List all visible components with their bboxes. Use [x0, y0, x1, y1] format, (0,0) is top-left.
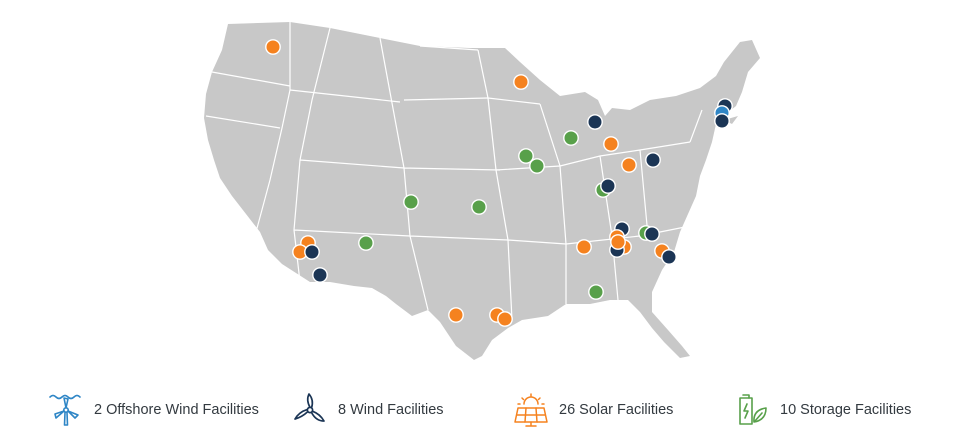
marker-wind[interactable] — [644, 226, 660, 242]
marker-wind[interactable] — [600, 178, 616, 194]
us-map-svg — [204, 22, 760, 360]
legend-item-solar: 26 Solar Facilities — [513, 392, 673, 428]
wind-turbine-icon — [294, 393, 325, 422]
us-land — [204, 22, 760, 360]
marker-solar[interactable] — [610, 234, 626, 250]
marker-storage[interactable] — [518, 148, 534, 164]
marker-solar[interactable] — [497, 311, 513, 327]
legend-item-offshore-wind: 2 Offshore Wind Facilities — [48, 392, 259, 428]
marker-storage[interactable] — [563, 130, 579, 146]
marker-solar[interactable] — [448, 307, 464, 323]
border-west-coast-states — [205, 22, 291, 233]
marker-wind[interactable] — [304, 244, 320, 260]
marker-wind[interactable] — [587, 114, 603, 130]
solar-panel-icon — [514, 393, 548, 427]
marker-solar[interactable] — [576, 239, 592, 255]
us-map — [204, 22, 760, 360]
long-island — [724, 116, 738, 124]
border-central-states — [477, 49, 567, 321]
marker-solar[interactable] — [265, 39, 281, 55]
marker-storage[interactable] — [358, 235, 374, 251]
battery-leaf-icon — [739, 394, 767, 425]
marker-wind[interactable] — [661, 249, 677, 265]
marker-solar[interactable] — [621, 157, 637, 173]
marker-storage[interactable] — [471, 199, 487, 215]
vancouver-island — [232, 24, 240, 36]
marker-wind[interactable] — [645, 152, 661, 168]
marker-storage[interactable] — [588, 284, 604, 300]
legend: 2 Offshore Wind Facilities 8 Wind Facili… — [0, 388, 960, 433]
marker-wind[interactable] — [312, 267, 328, 283]
legend-label-offshore-wind: 2 Offshore Wind Facilities — [94, 402, 259, 418]
legend-label-storage: 10 Storage Facilities — [780, 402, 912, 418]
offshore-wind-turbine-icon — [49, 394, 81, 426]
legend-item-storage: 10 Storage Facilities — [734, 392, 911, 428]
legend-item-wind: 8 Wind Facilities — [292, 392, 444, 428]
marker-solar[interactable] — [513, 74, 529, 90]
facility-markers — [265, 39, 733, 327]
border-mountain-states — [289, 27, 411, 283]
us-land-shape — [204, 22, 760, 360]
marker-solar[interactable] — [603, 136, 619, 152]
legend-label-solar: 26 Solar Facilities — [559, 402, 674, 418]
marker-storage[interactable] — [529, 158, 545, 174]
marker-wind[interactable] — [714, 113, 730, 129]
legend-label-wind: 8 Wind Facilities — [338, 402, 444, 418]
marker-storage[interactable] — [403, 194, 419, 210]
